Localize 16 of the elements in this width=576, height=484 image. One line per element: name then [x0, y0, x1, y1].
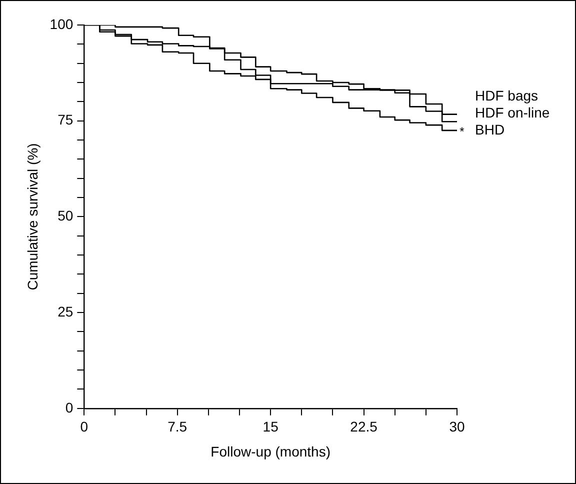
text: *	[460, 124, 465, 139]
series-label: HDF on-line	[475, 104, 550, 120]
y-tick-label: 75	[58, 112, 74, 128]
y-tick-label: 50	[58, 208, 74, 224]
series-label: BHD	[475, 121, 505, 138]
x-tick-label: 7.5	[168, 418, 188, 435]
x-tick-label: 22.5	[350, 418, 378, 435]
x-tick-label: 0	[80, 418, 88, 435]
y-tick-label: 25	[58, 303, 74, 320]
x-axis-title: Follow-up (months)	[210, 443, 330, 460]
series-label: HDF bags	[475, 87, 538, 104]
x-tick-label: 30	[449, 418, 465, 435]
x-tick-label: 15	[262, 418, 279, 435]
y-axis-title: Cumulative survival (%)	[24, 143, 40, 290]
y-tick-label: 0	[65, 399, 74, 416]
y-tick-label: 100	[50, 16, 74, 32]
